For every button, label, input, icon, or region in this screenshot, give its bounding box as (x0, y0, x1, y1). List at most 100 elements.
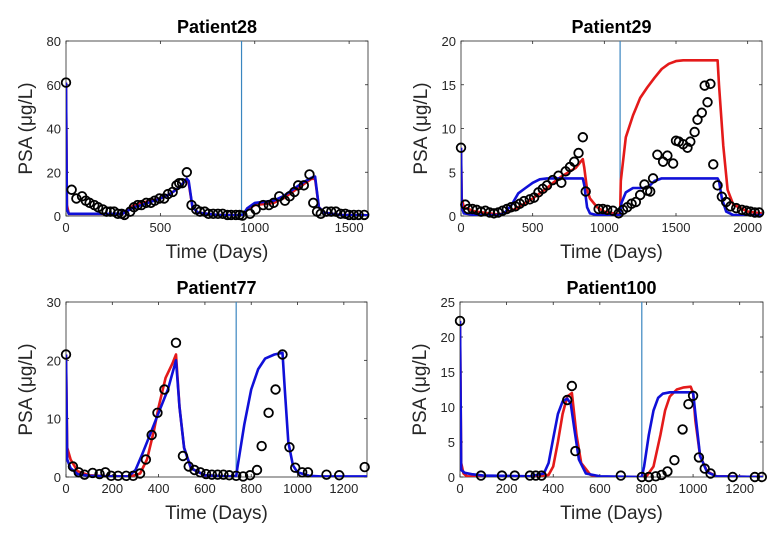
y-tick-label: 5 (448, 435, 455, 450)
y-tick-label: 20 (47, 353, 61, 368)
observed-point (250, 204, 261, 215)
y-tick-label: 40 (47, 122, 61, 137)
x-axis-label: Time (Days) (166, 242, 269, 263)
observed-point (171, 180, 182, 191)
subplot-patient100: 0 200 400 600 800 1000 1200 0 5 10 15 20 25 Patient10… (410, 278, 768, 524)
plot-area (66, 41, 368, 216)
series-line-model-red (460, 320, 763, 477)
observed-point (154, 193, 165, 204)
x-tick-label: 600 (589, 481, 611, 496)
y-axis-label: PSA (μg/L) (410, 343, 431, 435)
observed-point (705, 78, 716, 90)
x-tick-label: 200 (101, 481, 123, 496)
x-tick-label: 800 (636, 481, 658, 496)
observed-point (636, 471, 648, 483)
observed-point (127, 470, 139, 482)
observed-point (284, 442, 295, 453)
observed-point (359, 209, 370, 221)
observed-point (570, 445, 581, 457)
observed-point (67, 461, 79, 472)
x-tick-label: 0 (456, 481, 463, 496)
observed-point (134, 468, 146, 479)
observed-point (727, 471, 738, 483)
observed-point (712, 180, 723, 191)
observed-point (753, 207, 765, 218)
observed-point (667, 158, 679, 169)
x-tick-label: 1000 (590, 220, 619, 235)
observed-point (140, 454, 152, 465)
series-line-model-blue (66, 82, 368, 216)
observed-point (200, 468, 212, 480)
observed-point (749, 207, 761, 218)
observed-point (348, 209, 360, 221)
observed-point (577, 132, 589, 143)
observed-point (315, 208, 327, 220)
observed-point (607, 205, 619, 216)
observed-point (60, 349, 72, 360)
observed-point (566, 380, 578, 392)
observed-point (290, 462, 301, 473)
y-tick-label: 0 (448, 470, 455, 485)
observed-point (677, 424, 688, 435)
y-tick-label: 10 (442, 122, 456, 137)
observed-point (454, 315, 466, 327)
chart-title: Patient100 (566, 278, 656, 298)
observed-point (224, 470, 235, 481)
x-tick-label: 800 (240, 481, 262, 496)
observed-point (308, 197, 319, 209)
observed-point (496, 470, 508, 481)
axes-box (65, 301, 368, 478)
series-line-model-red (461, 58, 762, 216)
x-tick-label: 0 (457, 220, 464, 235)
observed-point (602, 204, 613, 216)
y-tick-label: 5 (449, 165, 456, 180)
y-tick-label: 0 (54, 209, 61, 224)
observed-point (682, 142, 693, 153)
x-tick-label: 0 (62, 481, 69, 496)
observed-point (325, 206, 337, 217)
y-tick-label: 10 (441, 400, 455, 415)
observed-point (258, 199, 269, 211)
observed-point (643, 471, 654, 483)
observed-point (159, 384, 170, 395)
observed-point (195, 467, 206, 478)
observed-point (66, 184, 77, 195)
y-axis-label: PSA (μg/L) (16, 343, 37, 435)
observed-point (650, 471, 661, 482)
observed-point (170, 337, 182, 349)
x-tick-label: 500 (522, 220, 544, 235)
y-tick-label: 10 (47, 412, 61, 427)
observed-point (152, 407, 163, 419)
observed-point (689, 126, 700, 138)
y-tick-label: 15 (442, 78, 456, 93)
observed-point (705, 468, 716, 479)
observed-point (256, 440, 267, 452)
observed-point (177, 450, 189, 462)
observed-point (634, 189, 646, 201)
observed-point (615, 470, 627, 481)
observed-point (647, 173, 659, 184)
plot-area (460, 302, 763, 477)
observed-point (230, 209, 242, 221)
y-axis-label: PSA (μg/L) (411, 82, 432, 174)
y-tick-label: 20 (441, 330, 455, 345)
series-line-model-blue (460, 320, 763, 477)
observed-point (176, 177, 188, 189)
x-tick-label: 1000 (679, 481, 708, 496)
observed-point (580, 186, 591, 197)
observed-point (756, 471, 768, 483)
x-tick-label: 400 (542, 481, 564, 496)
observed-point (505, 202, 517, 213)
x-tick-label: 1000 (283, 481, 312, 496)
observed-point (669, 455, 680, 466)
x-axis-label: Time (Days) (560, 242, 663, 263)
observed-point (212, 208, 224, 220)
observed-point (244, 470, 256, 481)
observed-point (206, 469, 218, 480)
y-tick-label: 80 (47, 34, 61, 49)
y-tick-label: 15 (441, 365, 455, 380)
x-tick-label: 500 (150, 220, 172, 235)
observed-point (321, 469, 332, 480)
observed-point (685, 136, 696, 147)
observed-point (189, 464, 200, 476)
